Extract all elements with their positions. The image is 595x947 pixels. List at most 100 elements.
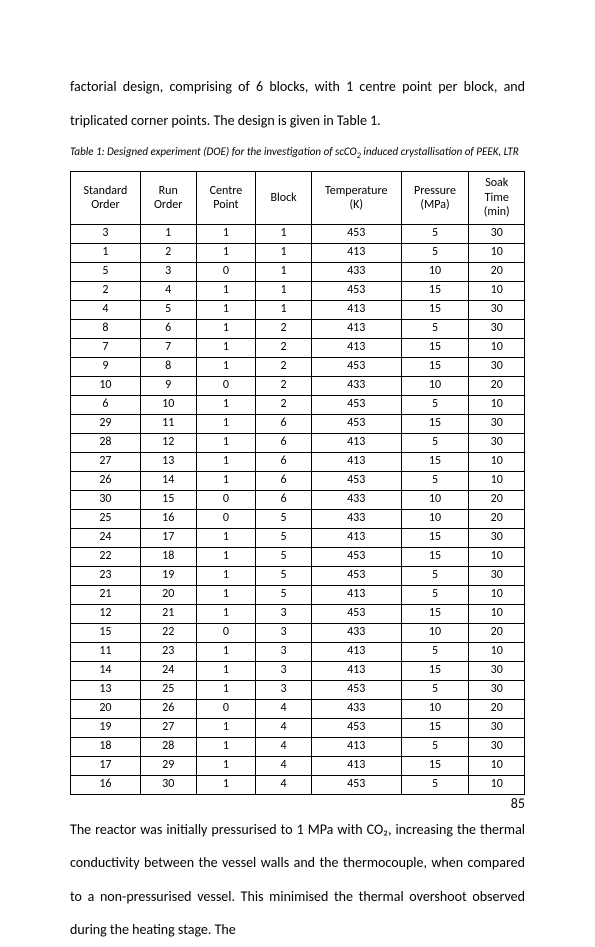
table-cell: 413 bbox=[311, 737, 401, 756]
table-cell: 10 bbox=[469, 756, 525, 775]
table-cell: 29 bbox=[71, 414, 141, 433]
table-cell: 30 bbox=[469, 566, 525, 585]
table-row: 61012453510 bbox=[71, 395, 525, 414]
table-cell: 1 bbox=[196, 680, 256, 699]
table-cell: 11 bbox=[140, 414, 196, 433]
table-row: 1211413510 bbox=[71, 243, 525, 262]
table-cell: 15 bbox=[401, 281, 469, 300]
table-header-row: Standard Order Run Order Centre Point Bl… bbox=[71, 172, 525, 224]
table-cell: 453 bbox=[311, 718, 401, 737]
table-cell: 2 bbox=[256, 357, 312, 376]
table-cell: 413 bbox=[311, 756, 401, 775]
col-centre-point: Centre Point bbox=[196, 172, 256, 224]
table-cell: 433 bbox=[311, 376, 401, 395]
table-cell: 413 bbox=[311, 452, 401, 471]
table-cell: 0 bbox=[196, 623, 256, 642]
table-cell: 413 bbox=[311, 585, 401, 604]
table-cell: 4 bbox=[140, 281, 196, 300]
table-row: 2911164531530 bbox=[71, 414, 525, 433]
table-row: 98124531530 bbox=[71, 357, 525, 376]
table-cell: 5 bbox=[256, 585, 312, 604]
table-cell: 28 bbox=[140, 737, 196, 756]
table-cell: 30 bbox=[469, 319, 525, 338]
table-row: 182814413530 bbox=[71, 737, 525, 756]
table-cell: 10 bbox=[401, 699, 469, 718]
table-cell: 10 bbox=[401, 490, 469, 509]
table-cell: 18 bbox=[140, 547, 196, 566]
table-cell: 10 bbox=[469, 471, 525, 490]
table-row: 109024331020 bbox=[71, 376, 525, 395]
table-cell: 433 bbox=[311, 509, 401, 528]
table-cell: 1 bbox=[71, 243, 141, 262]
table-cell: 5 bbox=[71, 262, 141, 281]
table-cell: 22 bbox=[140, 623, 196, 642]
table-cell: 1 bbox=[196, 775, 256, 794]
table-cell: 413 bbox=[311, 528, 401, 547]
table-cell: 3 bbox=[256, 604, 312, 623]
table-row: 2417154131530 bbox=[71, 528, 525, 547]
table-cell: 19 bbox=[71, 718, 141, 737]
table-cell: 1 bbox=[196, 452, 256, 471]
table-cell: 10 bbox=[469, 775, 525, 794]
table-cell: 10 bbox=[469, 642, 525, 661]
table-cell: 5 bbox=[401, 319, 469, 338]
table-row: 1927144531530 bbox=[71, 718, 525, 737]
table-cell: 453 bbox=[311, 566, 401, 585]
table-cell: 9 bbox=[140, 376, 196, 395]
table-cell: 6 bbox=[256, 471, 312, 490]
table-cell: 6 bbox=[256, 414, 312, 433]
table-cell: 10 bbox=[401, 509, 469, 528]
table-cell: 4 bbox=[256, 718, 312, 737]
table-cell: 453 bbox=[311, 604, 401, 623]
table-cell: 15 bbox=[401, 604, 469, 623]
table-cell: 28 bbox=[71, 433, 141, 452]
table-row: 1221134531510 bbox=[71, 604, 525, 623]
table-cell: 10 bbox=[401, 623, 469, 642]
table-cell: 453 bbox=[311, 357, 401, 376]
table-cell: 14 bbox=[140, 471, 196, 490]
table-cell: 413 bbox=[311, 319, 401, 338]
table-cell: 453 bbox=[311, 775, 401, 794]
table-row: 1729144131510 bbox=[71, 756, 525, 775]
table-cell: 26 bbox=[71, 471, 141, 490]
table-body: 3111453530121141351053014331020241145315… bbox=[71, 224, 525, 794]
table-cell: 30 bbox=[469, 528, 525, 547]
table-cell: 5 bbox=[401, 395, 469, 414]
table-cell: 1 bbox=[196, 300, 256, 319]
table-cell: 5 bbox=[401, 775, 469, 794]
table-cell: 1 bbox=[196, 433, 256, 452]
table-cell: 30 bbox=[469, 414, 525, 433]
table-cell: 4 bbox=[256, 699, 312, 718]
table-cell: 1 bbox=[256, 262, 312, 281]
table-cell: 6 bbox=[256, 490, 312, 509]
table-cell: 433 bbox=[311, 262, 401, 281]
col-run-order: Run Order bbox=[140, 172, 196, 224]
table-cell: 15 bbox=[401, 300, 469, 319]
table-cell: 0 bbox=[196, 509, 256, 528]
table-cell: 15 bbox=[401, 528, 469, 547]
caption-prefix: Table 1: Designed experiment (DOE) for t… bbox=[70, 145, 357, 158]
table-cell: 453 bbox=[311, 547, 401, 566]
table-cell: 2 bbox=[256, 376, 312, 395]
table-cell: 30 bbox=[469, 680, 525, 699]
table-cell: 7 bbox=[140, 338, 196, 357]
table-cell: 10 bbox=[71, 376, 141, 395]
caption-suffix: induced crystallisation of PEEK, LTR bbox=[361, 145, 519, 158]
table-cell: 12 bbox=[71, 604, 141, 623]
table-cell: 1 bbox=[196, 547, 256, 566]
table-cell: 1 bbox=[196, 718, 256, 737]
table-cell: 453 bbox=[311, 224, 401, 243]
intro-paragraph: factorial design, comprising of 6 blocks… bbox=[70, 70, 525, 137]
table-cell: 20 bbox=[469, 376, 525, 395]
table-cell: 0 bbox=[196, 699, 256, 718]
table-cell: 15 bbox=[71, 623, 141, 642]
table-cell: 4 bbox=[256, 775, 312, 794]
table-cell: 25 bbox=[140, 680, 196, 699]
table-cell: 20 bbox=[469, 262, 525, 281]
table-row: 1522034331020 bbox=[71, 623, 525, 642]
table-cell: 22 bbox=[71, 547, 141, 566]
table-cell: 1 bbox=[196, 642, 256, 661]
table-cell: 10 bbox=[469, 243, 525, 262]
table-cell: 5 bbox=[256, 509, 312, 528]
table-cell: 1 bbox=[196, 395, 256, 414]
